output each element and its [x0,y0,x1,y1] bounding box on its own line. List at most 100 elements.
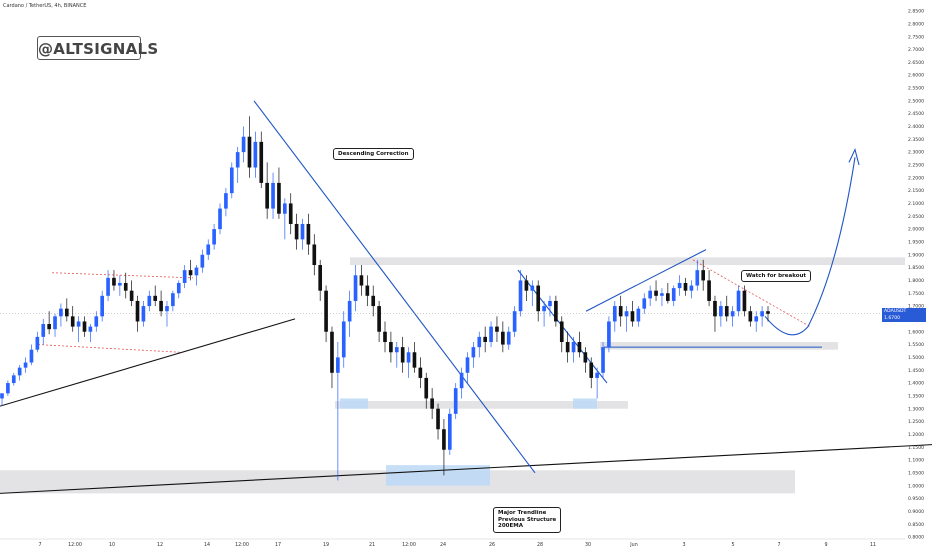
candle-body [212,229,216,245]
y-tick-label: 2.7500 [908,34,924,40]
zone-blue [340,398,368,409]
y-tick-label: 1.0500 [908,470,924,476]
y-tick-label: 1.4500 [908,368,924,374]
candle-body [383,331,387,342]
candle-body [112,277,116,286]
candle-body [701,270,706,281]
zones-layer [0,257,905,494]
y-tick-label: 1.3500 [908,393,924,399]
candle-body [630,311,635,322]
candle-body [253,141,258,168]
x-tick-label: 30 [585,542,591,548]
candle-body [165,306,169,312]
candle-body [182,270,187,283]
candle-body [229,167,234,194]
x-tick-label: 12:00 [235,542,249,548]
candle-body [171,293,175,307]
candle-body [730,311,735,317]
y-tick-label: 2.2000 [908,175,924,181]
candle-body [554,300,558,322]
candle-body [353,275,358,301]
y-tick-label: 2.0500 [908,214,924,220]
y-tick-label: 0.9000 [908,509,924,515]
candle-body [259,141,264,183]
candle-body [571,341,576,353]
candle-body [159,300,163,312]
candle-body [506,331,511,345]
candle-body [624,311,629,317]
candle-body [241,136,246,153]
candle-body [206,244,211,255]
candle-body [453,388,458,414]
y-tick-label: 1.1500 [908,445,924,451]
candle-body [294,223,299,240]
candle-body [618,306,623,317]
y-tick-label: 0.9500 [908,496,924,502]
y-tick-label: 2.5000 [908,98,924,104]
candle-body [106,277,110,296]
candle-body [654,290,658,296]
x-tick-label: 3 [682,542,685,548]
candle-body [412,352,417,368]
x-tick-label: 24 [440,542,446,548]
candle-body [76,321,81,327]
candle-body [442,429,446,450]
candle-body [224,193,228,209]
candle-body [300,223,305,240]
candle-body [612,306,617,322]
candle-body [501,331,505,345]
y-tick-label: 1.5000 [908,355,924,361]
candle-body [754,316,759,322]
x-tick-label: 19 [323,542,329,548]
candle-body [459,372,464,389]
x-tick-label: 11 [870,542,876,548]
candle-body [589,362,594,378]
candle-body [47,324,51,330]
zone-grey [600,341,838,350]
zone-grey [335,401,628,409]
x-tick-label: Jun [629,542,638,548]
y-tick-label: 2.4000 [908,124,924,130]
y-tick-label: 2.1000 [908,201,924,207]
y-tick-label: 2.8000 [908,21,924,27]
zone-blue [573,398,597,409]
x-tick-label: 21 [369,542,375,548]
x-tick-label: 7 [777,542,780,548]
candle-body [418,367,423,378]
x-tick-label: 7 [38,542,41,548]
candle-body [129,290,134,301]
x-tick-label: 14 [204,542,210,548]
annotation-major-trendline[interactable]: Major Trendline Previous Structure 200EM… [493,507,562,533]
candle-body [536,285,541,312]
candle-body [377,306,381,332]
candles-layer [0,116,770,481]
candle-body [724,306,729,317]
rising-wedge-line [585,249,707,312]
breakout-dotted-line [692,259,811,327]
candle-body [465,357,470,373]
annotation-descending-correction[interactable]: Descending Correction [333,148,414,160]
zone-grey [350,257,905,266]
x-tick-label: 28 [537,542,543,548]
candle-body [518,280,523,312]
candle-body [153,295,158,301]
current-price-tag: ADAUSDT 1.6700 01:12:04 [882,308,926,328]
y-tick-label: 1.7500 [908,291,924,297]
candle-body [271,182,275,209]
candle-body [548,300,552,307]
candle-body [306,223,311,245]
candle-body [766,311,770,314]
annotation-watch-breakout[interactable]: Watch for breakout [741,270,812,282]
y-tick-label: 2.5500 [908,86,924,92]
candle-body [601,347,605,373]
candle-body [283,203,287,214]
candle-body [524,280,529,291]
candle-body [94,316,99,327]
y-tick-label: 1.5500 [908,342,924,348]
candle-body [677,282,682,289]
candle-body [636,308,641,322]
candle-body [389,341,393,353]
price-tag-price: 1.6700 [884,316,901,321]
candle-body [471,347,476,358]
